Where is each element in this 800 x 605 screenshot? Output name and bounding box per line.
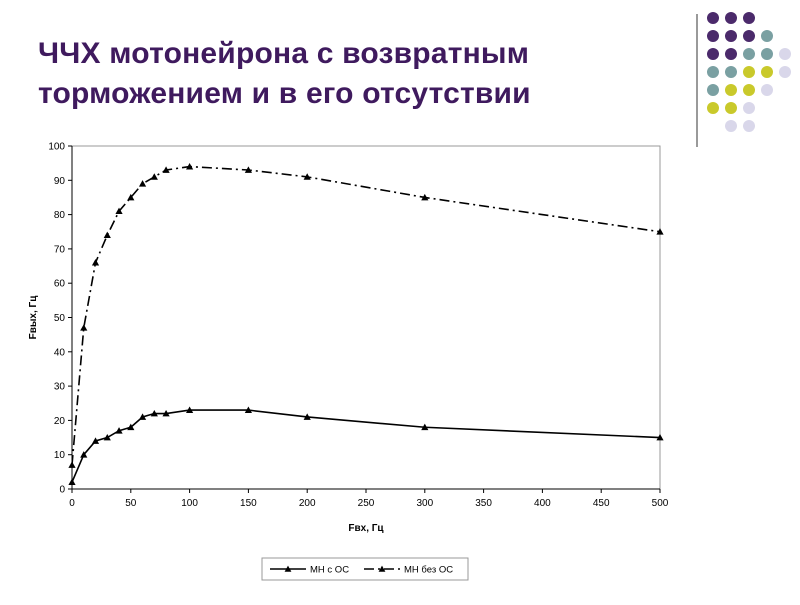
data-point — [91, 437, 100, 444]
plot-area-frame — [71, 145, 661, 490]
decor-dot — [743, 84, 755, 96]
x-tick-label: 300 — [416, 498, 433, 509]
decor-dot-grid — [0, 0, 800, 140]
data-point — [80, 451, 88, 458]
decor-dot — [743, 102, 755, 114]
x-tick-label: 500 — [652, 498, 669, 509]
decor-dot — [725, 48, 737, 60]
y-tick-label: 90 — [54, 176, 66, 187]
decor-dot — [725, 66, 737, 78]
data-point — [421, 193, 429, 201]
legend-swatch-marker — [378, 565, 386, 572]
decor-dot — [707, 66, 719, 78]
data-point — [68, 461, 76, 468]
decor-dot — [761, 48, 773, 60]
y-tick-label: 100 — [48, 142, 65, 153]
series-line — [71, 165, 661, 466]
data-point — [150, 409, 158, 417]
data-point — [127, 423, 135, 431]
x-tick-label: 450 — [593, 498, 610, 509]
decor-dot — [743, 30, 755, 42]
data-point — [150, 173, 158, 180]
data-point — [103, 231, 111, 239]
y-tick-label: 30 — [54, 382, 66, 393]
y-tick-label: 20 — [54, 416, 66, 427]
legend-label: МН с ОС — [310, 565, 349, 576]
decor-dot — [779, 66, 791, 78]
series-line — [71, 409, 661, 483]
decor-dot — [707, 48, 719, 60]
chart-container: 0 10 20 30 40 50 60 70 80 90 100 0 50 100 150 200 250 300… — [0, 130, 800, 605]
legend-swatch-marker — [284, 565, 292, 572]
data-point — [138, 180, 147, 187]
decor-dot — [707, 30, 719, 42]
decor-dot — [707, 84, 719, 96]
decor-dot — [779, 48, 791, 60]
data-point — [80, 324, 88, 331]
line-chart: 0 10 20 30 40 50 60 70 80 90 100 0 50 100 150 200 250 300… — [28, 142, 669, 581]
data-point — [656, 433, 664, 441]
x-tick-label: 400 — [534, 498, 551, 509]
series-1 — [68, 406, 664, 486]
x-tick-label: 100 — [181, 498, 198, 509]
data-point — [186, 406, 194, 413]
data-point — [91, 259, 100, 266]
data-point — [303, 173, 311, 180]
decor-dot — [725, 12, 737, 24]
y-axis-title: Fвых, Гц — [28, 295, 39, 340]
data-point — [127, 193, 135, 201]
decor-dot — [761, 84, 773, 96]
decor-dot — [743, 120, 755, 132]
decor-dot — [707, 102, 719, 114]
decor-dot — [743, 48, 755, 60]
decor-dot — [725, 120, 737, 132]
data-point — [303, 413, 311, 420]
chart-series-layer — [68, 162, 664, 486]
chart-legend: МН с ОС МН без ОС — [261, 557, 469, 581]
data-point — [162, 409, 170, 417]
y-tick-label: 0 — [59, 485, 65, 496]
y-tick-label: 80 — [54, 210, 66, 221]
legend-label: МН без ОС — [404, 565, 453, 576]
data-point — [138, 413, 147, 420]
decor-dot — [743, 66, 755, 78]
data-point — [115, 427, 123, 434]
x-tick-label: 350 — [475, 498, 492, 509]
data-point — [162, 166, 170, 173]
decor-dot — [725, 84, 737, 96]
y-tick-label: 10 — [54, 450, 66, 461]
x-axis-title: Fвх, Гц — [348, 523, 384, 534]
x-tick-label: 150 — [240, 498, 257, 509]
y-tick-label: 40 — [54, 347, 66, 358]
slide-title-line-2: торможением и в его отсутствии — [38, 77, 531, 110]
y-tick-label: 60 — [54, 279, 66, 290]
x-tick-label: 50 — [125, 498, 137, 509]
decor-dot — [725, 30, 737, 42]
data-point — [68, 478, 76, 486]
data-point — [244, 406, 252, 413]
y-tick-label: 50 — [54, 313, 66, 324]
decor-dot — [743, 12, 755, 24]
series-2 — [68, 162, 664, 468]
x-tick-label: 200 — [299, 498, 316, 509]
slide-title: ЧЧХ мотонейрона с возвратным торможением… — [38, 34, 658, 114]
slide-title-line-1: ЧЧХ мотонейрона с возвратным — [38, 37, 530, 70]
decor-dot — [725, 102, 737, 114]
data-point — [103, 433, 111, 441]
x-tick-label: 250 — [358, 498, 375, 509]
data-point — [656, 228, 664, 235]
data-point — [244, 166, 252, 173]
data-point — [421, 423, 429, 431]
decor-dot — [761, 66, 773, 78]
decor-divider-line — [696, 14, 698, 147]
x-tick-label: 0 — [69, 498, 75, 509]
data-point — [115, 207, 123, 215]
data-point — [186, 162, 194, 170]
y-tick-label: 70 — [54, 244, 66, 255]
chart-axes: 0 10 20 30 40 50 60 70 80 90 100 0 50 100 150 200 250 300… — [28, 142, 669, 535]
decor-dot — [707, 12, 719, 24]
decor-dot — [761, 30, 773, 42]
